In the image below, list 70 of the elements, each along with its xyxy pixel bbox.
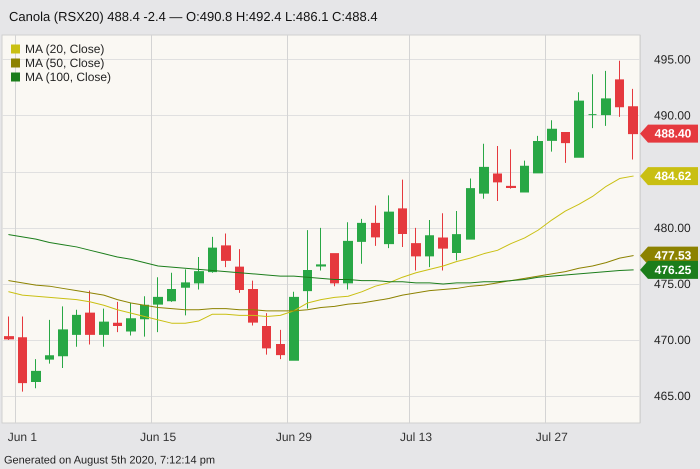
candlestick [574,92,584,158]
candlestick [153,276,163,333]
candlestick [181,268,190,316]
candlestick [547,120,557,152]
candlestick [31,358,41,389]
candlestick [72,309,81,348]
candlestick [140,296,149,338]
candlestick [248,280,258,326]
chart-title: Canola (RSX20) 488.4 -2.4 — O:490.8 H:492.4 L:486.1 C:488.4 [9,9,378,24]
candlestick [520,160,529,192]
line-series [8,255,634,312]
candlestick [167,272,176,302]
candlestick [357,218,366,264]
candlestick [533,135,543,174]
candlestick [85,290,95,346]
candlestick [126,302,136,336]
candlestick [276,329,285,360]
legend-label: MA (100, Close) [25,70,112,84]
candlestick [615,60,624,118]
x-tick-label: Jun 29 [276,430,312,444]
candlestick [411,227,421,271]
y-tick-label: 495.00 [654,52,692,67]
line-series [8,234,634,284]
candlestick [479,143,489,200]
candlestick [398,179,407,248]
candlestick [506,148,516,190]
candlestick [466,178,475,240]
candlestick [45,319,54,364]
y-tick-label: 470.00 [654,333,692,348]
data-label: 476.25 [654,262,692,277]
candlestick [208,236,217,274]
y-tick-label: 475.00 [654,276,692,291]
candlestick [18,316,27,392]
text: Generated on August 5th 2020, 7:12:14 pm [4,454,215,466]
line-series [8,176,634,324]
candlestick [194,256,204,290]
candlestick [425,220,434,268]
y-tick-label: 480.00 [654,220,692,235]
y-tick-label: 465.00 [654,389,692,404]
x-tick-label: Jun 1 [8,430,38,444]
candlestick [303,230,312,310]
candlestick [452,210,461,261]
candlestick [262,312,271,356]
candlestick [330,253,339,287]
candlestick [4,316,14,341]
candlestick [113,301,122,333]
candlestick [289,291,299,361]
candlestick [343,222,353,290]
candlestick [99,308,109,348]
candlestick [628,88,638,160]
candlestick [235,248,244,294]
candlestick [588,74,597,129]
candlestick [384,194,394,249]
candlestick [58,306,68,369]
x-tick-label: Jun 15 [140,430,176,444]
candlestick [316,227,326,271]
legend-label: MA (50, Close) [25,56,104,70]
y-tick-label: 490.00 [654,108,692,123]
x-tick-label: Jul 13 [400,430,432,444]
text: 488.40 [654,126,692,141]
candlestick [221,232,231,268]
candlestick [438,212,448,271]
legend-label: MA (20, Close) [25,42,104,56]
candlestick [493,146,502,202]
x-tick-label: Jul 27 [536,430,568,444]
data-label: 484.62 [654,169,692,184]
candlestick [561,132,570,164]
candlestick [601,70,611,126]
candlestick [371,204,380,246]
data-label: 477.53 [654,248,692,263]
